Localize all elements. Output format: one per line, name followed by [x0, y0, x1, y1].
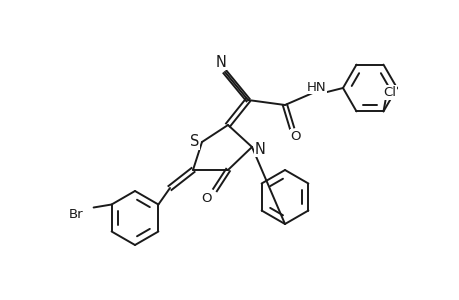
Text: O: O — [202, 191, 212, 205]
Text: N: N — [215, 55, 226, 70]
Text: HN: HN — [307, 80, 326, 94]
Text: S: S — [190, 134, 199, 149]
Text: O: O — [290, 130, 301, 142]
Text: Br: Br — [68, 208, 83, 221]
Text: N: N — [254, 142, 265, 157]
Text: Cl: Cl — [382, 86, 395, 99]
